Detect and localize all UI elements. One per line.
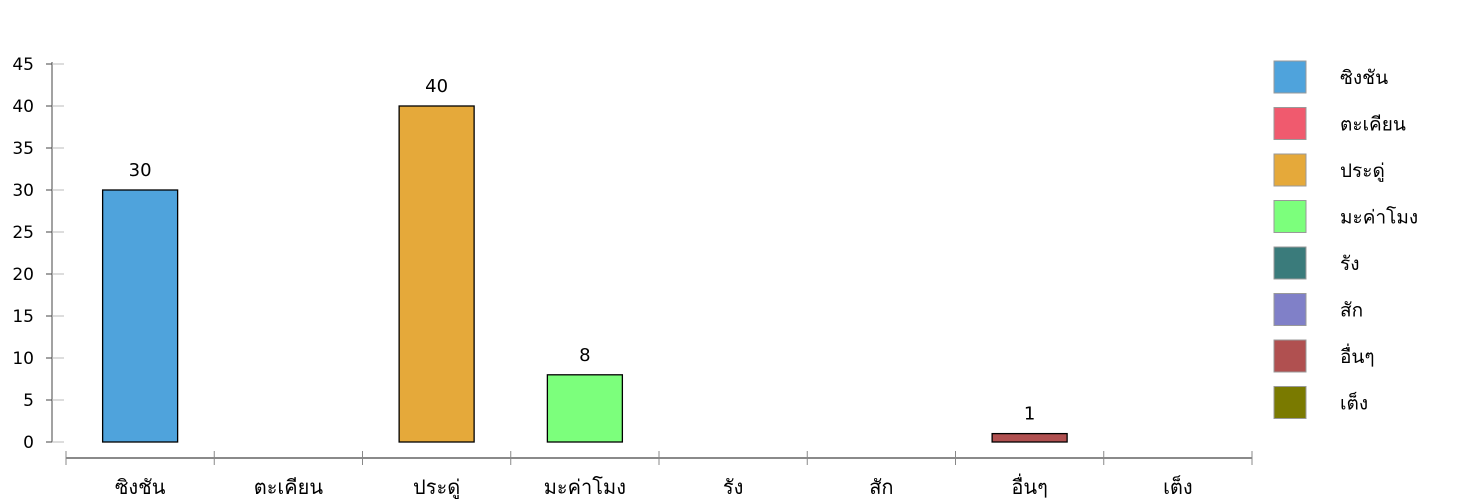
x-tick-label: สัก xyxy=(869,475,893,499)
y-tick-label: 30 xyxy=(12,181,34,201)
data-label: 1 xyxy=(1024,404,1035,425)
legend-label: ประดู่ xyxy=(1340,160,1385,182)
y-tick-label: 40 xyxy=(12,97,34,117)
legend-label: มะค่าโมง xyxy=(1340,206,1418,229)
y-tick-label: 0 xyxy=(23,433,34,453)
x-tick-label: เต็ง xyxy=(1163,474,1193,499)
legend-swatch xyxy=(1273,293,1307,326)
legend-swatch xyxy=(1273,339,1307,373)
data-label: 8 xyxy=(579,345,590,366)
y-tick-label: 35 xyxy=(12,139,34,159)
legend-label: ตะเคียน xyxy=(1340,114,1406,136)
legend-label: รัง xyxy=(1340,253,1359,275)
x-axis: ซิงชัน ตะเคียน ประดู่ มะค่าโมง รัง สัก อื่นๆ เต… xyxy=(65,451,1253,500)
bar xyxy=(991,432,1068,443)
bars: 30 40 8 1 xyxy=(101,76,1068,443)
x-tick-label: รัง xyxy=(723,475,744,499)
legend-swatch xyxy=(1273,246,1307,280)
bar xyxy=(101,189,179,443)
y-tick-label: 25 xyxy=(12,223,34,243)
legend-swatch xyxy=(1273,153,1307,187)
legend-label: เต็ง xyxy=(1340,391,1368,415)
legend-label: อื่นๆ xyxy=(1340,343,1375,368)
x-tick-label: ซิงชัน xyxy=(115,475,166,499)
y-tick-label: 45 xyxy=(12,55,34,75)
data-label: 40 xyxy=(425,76,448,97)
legend-swatch xyxy=(1273,107,1307,140)
x-tick-label: มะค่าโมง xyxy=(544,475,626,499)
legend-label: ซิงชัน xyxy=(1340,67,1388,89)
y-axis: 0 5 10 15 20 25 30 35 40 45 xyxy=(12,55,64,453)
data-label: 30 xyxy=(129,160,152,181)
bar xyxy=(398,105,475,443)
y-tick-label: 5 xyxy=(23,391,34,411)
legend-label: สัก xyxy=(1340,300,1363,322)
x-tick-label: ประดู่ xyxy=(413,475,460,500)
x-tick-label: อื่นๆ xyxy=(1011,473,1047,499)
y-tick-label: 20 xyxy=(12,265,34,285)
legend-swatch xyxy=(1273,200,1307,233)
y-tick-label: 15 xyxy=(12,307,34,327)
bar xyxy=(546,374,624,443)
x-tick-label: ตะเคียน xyxy=(254,475,324,499)
legend-swatch xyxy=(1273,386,1307,419)
y-tick-label: 10 xyxy=(12,349,34,369)
legend-swatch xyxy=(1273,60,1307,94)
legend: ซิงชันตะเคียนประดู่มะค่าโมงรังสักอื่นๆเต… xyxy=(1273,60,1418,419)
